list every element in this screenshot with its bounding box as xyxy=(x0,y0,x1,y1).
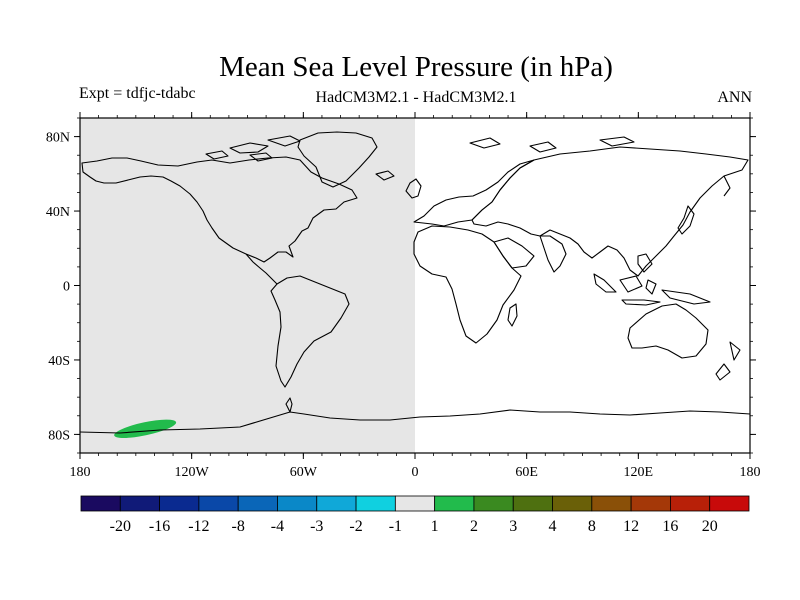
colorbar-swatch xyxy=(80,495,121,512)
lon-tick-label: 120E xyxy=(624,465,654,480)
lat-tick-label: 80N xyxy=(46,131,70,146)
colorbar-swatch xyxy=(512,495,553,512)
colorbar-label: 2 xyxy=(470,518,478,535)
colorbar-swatch xyxy=(591,495,632,512)
coast-antarctic-peninsula xyxy=(285,397,293,413)
coast-arctic-russia xyxy=(469,136,635,153)
lon-tick-label: 60E xyxy=(515,465,538,480)
colorbar-label: -3 xyxy=(310,518,323,535)
lon-axis: 180 120W 60W 0 60E 120E 180 xyxy=(70,112,761,480)
lat-tick-label: 40S xyxy=(48,354,70,369)
colorbar-label: -8 xyxy=(232,518,245,535)
colorbar-label: 3 xyxy=(509,518,517,535)
colorbar-label: 20 xyxy=(702,518,718,535)
lat-tick-label: 80S xyxy=(48,428,70,443)
map-shading xyxy=(80,118,750,453)
colorbar-swatch xyxy=(198,495,239,512)
colorbar-label: -16 xyxy=(149,518,170,535)
coast-central-america xyxy=(245,253,278,285)
colorbar-label: 12 xyxy=(623,518,639,535)
lon-tick-label: 180 xyxy=(740,465,761,480)
colorbar-swatch xyxy=(630,495,671,512)
coast-greenland xyxy=(297,131,378,188)
colorbar-label: -4 xyxy=(271,518,284,535)
coastlines xyxy=(79,131,751,434)
coast-arabia-india xyxy=(493,235,567,273)
coast-japan xyxy=(677,175,731,235)
lat-tick-label: 40N xyxy=(46,205,70,220)
lat-tick-label: 0 xyxy=(63,280,70,295)
colorbar-label: -20 xyxy=(110,518,131,535)
coast-antarctica xyxy=(79,409,751,434)
coast-north-america xyxy=(81,156,358,263)
colorbar-swatch xyxy=(237,495,278,512)
season-label: ANN xyxy=(717,89,752,106)
coast-arctic-islands xyxy=(205,135,301,162)
colorbar-swatch xyxy=(473,495,514,512)
coast-asia xyxy=(471,146,749,277)
positive-anomaly xyxy=(114,419,177,438)
coast-new-zealand xyxy=(715,341,741,381)
coast-south-america xyxy=(270,275,350,388)
colorbar-swatch xyxy=(434,495,475,512)
colorbar-swatch xyxy=(159,495,200,512)
colorbar-label: -1 xyxy=(389,518,402,535)
colorbar-swatch xyxy=(394,495,436,512)
model-label: HadCM3M2.1 - HadCM3M2.1 xyxy=(316,89,517,106)
colorbar-label: 1 xyxy=(431,518,439,535)
colorbar-swatch xyxy=(670,495,711,512)
colorbar: -20 -16 -12 -8 -4 -3 -2 -1 1 2 3 4 8 12 16 20 xyxy=(80,495,750,535)
coast-africa xyxy=(413,225,522,344)
colorbar-label: 4 xyxy=(549,518,557,535)
colorbar-label: 8 xyxy=(588,518,596,535)
colorbar-swatch xyxy=(316,495,357,512)
lon-tick-label: 0 xyxy=(412,465,419,480)
colorbar-label: 16 xyxy=(662,518,678,535)
coast-madagascar xyxy=(507,303,518,327)
coast-indonesia xyxy=(593,253,711,306)
lon-tick-label: 60W xyxy=(290,465,318,480)
colorbar-swatch xyxy=(552,495,593,512)
lon-tick-label: 120W xyxy=(175,465,210,480)
figure-title: Mean Sea Level Pressure (in hPa) xyxy=(219,51,613,83)
coast-british-isles xyxy=(375,170,422,199)
lon-tick-label: 180 xyxy=(70,465,91,480)
colorbar-swatch xyxy=(277,495,318,512)
colorbar-label: -12 xyxy=(188,518,209,535)
colorbar-swatch xyxy=(119,495,160,512)
coast-australia xyxy=(627,303,709,359)
colorbar-swatch xyxy=(709,495,750,512)
colorbar-label: -2 xyxy=(349,518,362,535)
map-plot: 80N 40N 0 40S 80S 180 120W 60W 0 60E 120E 180 xyxy=(46,112,761,480)
experiment-label: Expt = tdfjc-tdabc xyxy=(79,85,196,102)
colorbar-swatch xyxy=(355,495,396,512)
neutral-band xyxy=(80,118,415,453)
lat-axis: 80N 40N 0 40S 80S xyxy=(46,117,756,454)
